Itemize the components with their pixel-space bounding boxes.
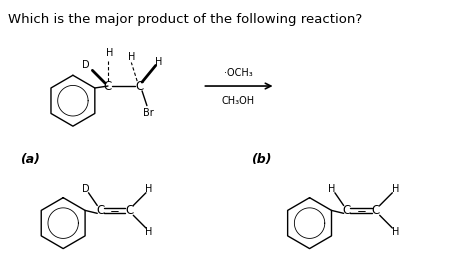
Text: =: = (356, 204, 366, 217)
Text: H: H (392, 184, 399, 194)
Text: CH₃OH: CH₃OH (222, 96, 255, 106)
Text: (b): (b) (251, 153, 271, 166)
Text: C: C (104, 80, 112, 93)
Text: =: = (110, 204, 120, 217)
Text: Which is the major product of the following reaction?: Which is the major product of the follow… (8, 13, 362, 26)
Text: H: H (145, 184, 153, 194)
Text: D: D (82, 61, 89, 70)
Text: (a): (a) (20, 153, 40, 166)
Text: H: H (145, 227, 153, 237)
Text: D: D (82, 184, 89, 194)
Text: Br: Br (143, 108, 154, 118)
Text: C: C (342, 204, 350, 217)
Text: C: C (125, 204, 133, 217)
Text: H: H (392, 227, 399, 237)
Text: H: H (155, 56, 162, 66)
Text: H: H (328, 184, 336, 194)
Text: H: H (106, 48, 114, 58)
Text: C: C (372, 204, 380, 217)
Text: C: C (96, 204, 104, 217)
Text: H: H (128, 52, 135, 62)
Text: C: C (135, 80, 143, 93)
Text: ·OCH₃: ·OCH₃ (224, 68, 253, 78)
